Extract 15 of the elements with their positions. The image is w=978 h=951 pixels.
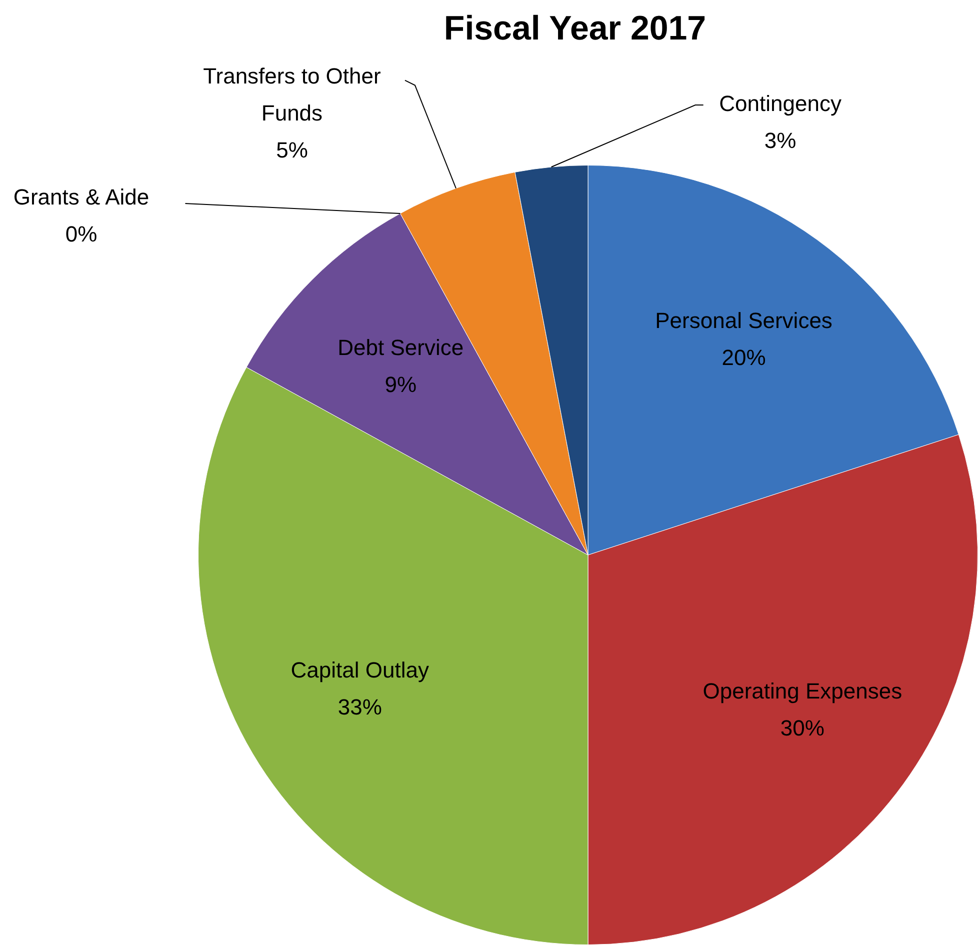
data-label: 20%: [722, 345, 766, 370]
text: 0%: [65, 222, 98, 247]
data-label: 3%: [764, 128, 796, 154]
data-label: 9%: [384, 372, 416, 398]
slice-label: Operating Expenses: [702, 678, 902, 704]
slice-label: Capital Outlay: [290, 657, 429, 682]
data-label: 30%: [780, 715, 824, 740]
slice-label: Personal Services: [655, 308, 832, 334]
data-label: 33%: [338, 694, 382, 720]
chart-title: Fiscal Year 2017: [444, 9, 706, 48]
data-label: 5%: [276, 137, 308, 162]
category-label: Grants & Aide: [13, 184, 150, 210]
slice-label: Contingency: [719, 91, 842, 116]
slice-label: Debt Service: [338, 335, 464, 360]
slice-label: Transfers to Other Funds: [203, 63, 381, 126]
